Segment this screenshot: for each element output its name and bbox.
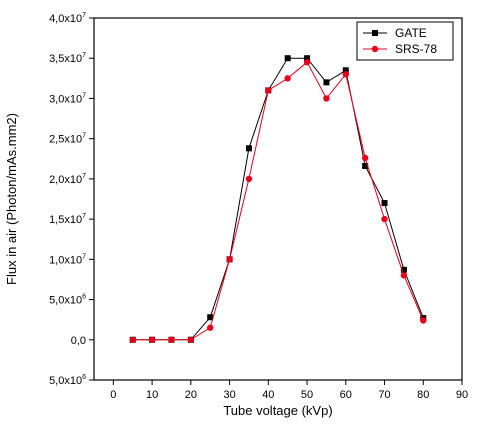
legend-marker	[371, 45, 379, 53]
y-axis-title: Flux in air (Photon/mAs.mm2)	[4, 113, 19, 285]
data-point	[284, 75, 291, 82]
y-tick-label: 0,0	[71, 335, 86, 347]
legend-label: GATE	[395, 26, 427, 40]
y-tick-label: 4,0x107	[49, 12, 86, 25]
y-tick-label: 5,0x106	[49, 294, 86, 307]
x-tick-label: 60	[340, 389, 352, 401]
data-point	[148, 336, 156, 343]
data-point	[304, 55, 311, 62]
y-tick-label: 3,0x107	[49, 92, 86, 105]
legend-marker	[372, 30, 378, 36]
series-line	[132, 57, 424, 341]
plot-frame	[93, 17, 463, 381]
series-line	[132, 61, 424, 341]
data-point	[381, 200, 388, 207]
y-tick-label: 2,0x107	[49, 173, 86, 186]
x-tick-label: 80	[417, 389, 429, 401]
legend-item: GATE	[363, 26, 427, 40]
x-tick-label: 90	[456, 389, 468, 401]
x-tick-label: 70	[378, 389, 390, 401]
x-tick-label: 0	[110, 389, 116, 401]
data-point	[245, 175, 253, 183]
y-axis: 5,0x106 0,0 5,0x106 1,0x107 1,5x107 2,0x107 2,…	[49, 12, 94, 387]
x-tick-label: 50	[301, 389, 313, 401]
data-point	[323, 79, 330, 86]
y-tick-label: 3,5x107	[49, 52, 86, 65]
y-tick-label: 1,0x107	[49, 253, 86, 266]
data-point	[342, 67, 349, 74]
series-gate	[129, 55, 427, 343]
y-tick-label: 5,0x106	[49, 374, 86, 387]
data-point	[400, 272, 408, 279]
series-layer	[129, 55, 427, 343]
legend-label: SRS-78	[395, 42, 437, 56]
legend-box	[356, 21, 454, 61]
data-point	[207, 314, 214, 321]
x-axis-title: Tube voltage (kVp)	[223, 403, 332, 418]
y-tick-label: 2,5x107	[49, 133, 86, 146]
data-point	[226, 256, 233, 263]
data-point	[362, 163, 369, 170]
data-point	[245, 145, 252, 152]
data-point	[323, 95, 330, 102]
legend-item: SRS-78	[363, 42, 437, 56]
data-point	[168, 336, 175, 343]
x-tick-label: 30	[223, 389, 235, 401]
data-point	[207, 324, 214, 331]
x-axis: 0 10 20 30 40 50 60 70 80 90	[110, 380, 468, 401]
series-srs-78	[129, 59, 427, 343]
data-point	[420, 317, 427, 324]
data-point	[303, 59, 311, 66]
plot-area-border	[93, 17, 463, 381]
data-point	[361, 154, 369, 162]
data-point	[284, 55, 291, 62]
legend: GATE SRS-78	[356, 21, 454, 61]
data-point	[342, 71, 349, 78]
data-point	[187, 336, 195, 343]
data-point	[381, 215, 388, 223]
x-tick-label: 10	[146, 389, 158, 401]
data-point	[265, 87, 272, 94]
y-tick-label: 1,5x107	[49, 213, 86, 226]
x-tick-label: 20	[185, 389, 197, 401]
data-point	[129, 336, 136, 343]
data-point	[400, 266, 407, 273]
x-tick-label: 40	[262, 389, 274, 401]
